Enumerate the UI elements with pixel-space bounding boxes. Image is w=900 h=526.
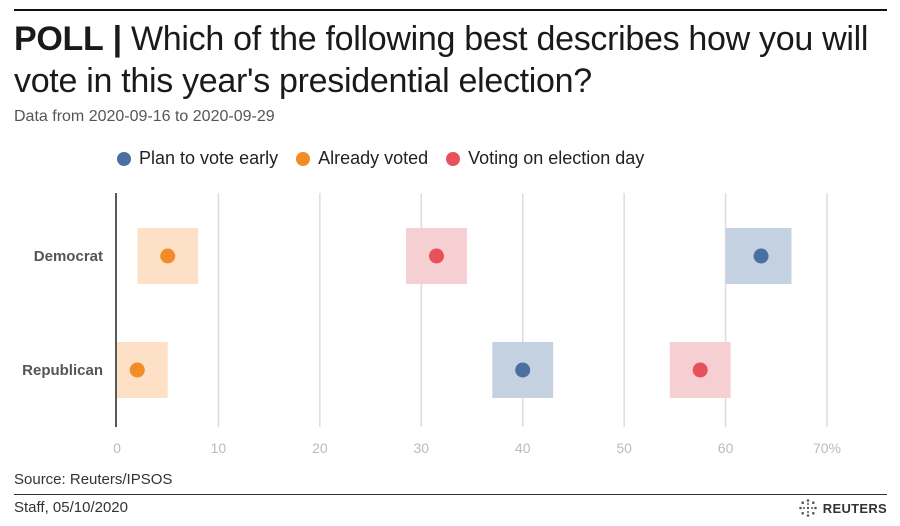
legend-label: Plan to vote early <box>139 148 279 168</box>
legend-label: Already voted <box>318 148 429 168</box>
chart-title: POLL | Which of the following best descr… <box>14 18 884 102</box>
x-tick-label: 20 <box>312 440 328 456</box>
legend-swatch <box>296 151 311 166</box>
x-tick-label: 40 <box>515 440 531 456</box>
legend: Plan to vote early Already voted Voting … <box>117 148 644 169</box>
category-label: Republican <box>22 362 103 379</box>
data-point <box>753 248 769 264</box>
dot-plot: Democrat Republican 0 10 20 30 40 50 60 70% <box>22 193 841 456</box>
data-point <box>515 362 531 378</box>
x-tick-label: 0 <box>113 440 121 456</box>
legend-swatch <box>446 151 461 166</box>
legend-item-plan-early: Plan to vote early <box>117 148 278 169</box>
data-point <box>429 248 444 264</box>
data-point <box>129 362 145 378</box>
x-tick-label: 70% <box>813 440 841 456</box>
title-separator: | <box>112 20 123 58</box>
source-note: Source: Reuters/IPSOS <box>14 471 173 488</box>
x-tick-label: 10 <box>211 440 227 456</box>
x-tick-label: 60 <box>718 440 734 456</box>
top-rule <box>14 9 887 11</box>
title-text: Which of the following best describes ho… <box>14 20 869 100</box>
x-tick-label: 50 <box>616 440 632 456</box>
chart-subtitle: Data from 2020-09-16 to 2020-09-29 <box>14 108 275 125</box>
legend-label: Voting on election day <box>468 148 645 168</box>
x-tick-label: 30 <box>413 440 429 456</box>
title-prefix: POLL <box>14 20 104 58</box>
legend-item-election-day: Voting on election day <box>446 148 644 169</box>
data-point <box>160 248 176 264</box>
legend-item-already-voted: Already voted <box>296 148 428 169</box>
credit-line: Staff, 05/10/2020 <box>14 499 128 516</box>
reuters-logo: REUTERS <box>798 498 887 518</box>
legend-swatch <box>117 151 131 166</box>
bottom-rule <box>14 494 887 495</box>
reuters-logo-icon <box>798 499 817 517</box>
category-label: Democrat <box>34 248 103 265</box>
logo-text: REUTERS <box>822 500 887 516</box>
data-point <box>692 362 708 378</box>
